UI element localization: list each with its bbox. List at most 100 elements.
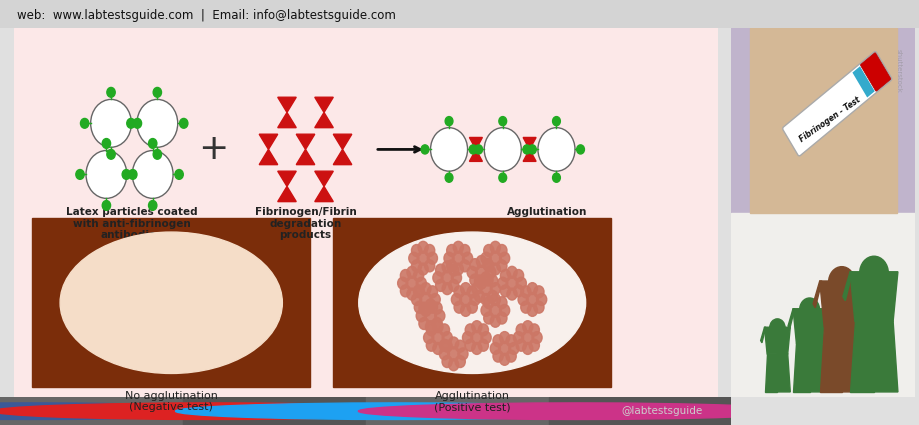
Polygon shape (278, 97, 296, 113)
Circle shape (478, 324, 488, 336)
Circle shape (441, 340, 452, 352)
Circle shape (400, 269, 410, 281)
Circle shape (448, 359, 459, 371)
Bar (183, 397, 366, 425)
Circle shape (489, 303, 501, 317)
Circle shape (411, 244, 421, 256)
Bar (366, 397, 548, 425)
Circle shape (478, 339, 488, 351)
Text: @labtestsguide: @labtestsguide (255, 406, 337, 416)
Circle shape (148, 201, 157, 210)
Circle shape (420, 283, 430, 295)
Polygon shape (777, 354, 789, 392)
Circle shape (496, 244, 506, 256)
Circle shape (496, 297, 506, 309)
Circle shape (533, 301, 543, 313)
Circle shape (0, 403, 431, 419)
Circle shape (538, 128, 574, 171)
Circle shape (513, 269, 523, 281)
Circle shape (435, 264, 445, 276)
Circle shape (406, 266, 416, 278)
Ellipse shape (60, 232, 282, 374)
Circle shape (432, 343, 443, 354)
Circle shape (467, 286, 477, 298)
Circle shape (441, 271, 453, 285)
Circle shape (176, 403, 614, 419)
Polygon shape (842, 272, 852, 301)
Circle shape (447, 260, 457, 272)
Circle shape (419, 292, 431, 306)
Circle shape (460, 304, 471, 316)
Circle shape (415, 310, 425, 322)
Circle shape (465, 339, 475, 351)
Circle shape (470, 259, 480, 271)
Circle shape (516, 277, 526, 289)
Circle shape (828, 266, 854, 298)
Circle shape (442, 283, 452, 295)
Circle shape (439, 324, 449, 336)
Circle shape (799, 298, 819, 321)
Polygon shape (333, 150, 351, 164)
Circle shape (498, 341, 510, 355)
Circle shape (453, 241, 463, 253)
Polygon shape (788, 309, 794, 329)
Circle shape (493, 350, 503, 362)
Circle shape (179, 119, 187, 128)
Circle shape (416, 251, 428, 265)
Polygon shape (314, 171, 333, 187)
FancyBboxPatch shape (782, 51, 891, 156)
Circle shape (506, 266, 516, 278)
Circle shape (531, 332, 541, 343)
Circle shape (470, 294, 480, 306)
Text: +: + (198, 133, 228, 167)
Text: @labtestsguide: @labtestsguide (74, 406, 154, 416)
Circle shape (418, 317, 428, 329)
Circle shape (426, 252, 437, 264)
Circle shape (498, 116, 506, 126)
Circle shape (448, 264, 459, 276)
Polygon shape (314, 187, 333, 201)
Circle shape (153, 150, 162, 159)
Circle shape (424, 309, 437, 323)
Circle shape (148, 139, 157, 148)
Polygon shape (812, 281, 821, 308)
Circle shape (471, 283, 482, 295)
Circle shape (418, 302, 428, 314)
Circle shape (462, 252, 472, 264)
Circle shape (520, 286, 530, 298)
Circle shape (408, 252, 418, 264)
Circle shape (127, 119, 135, 128)
Polygon shape (873, 321, 897, 392)
Circle shape (132, 150, 173, 198)
Circle shape (499, 304, 509, 316)
Circle shape (448, 337, 459, 349)
Circle shape (413, 269, 423, 281)
Circle shape (415, 277, 425, 289)
Polygon shape (764, 354, 777, 392)
Circle shape (497, 277, 507, 289)
Circle shape (500, 269, 510, 281)
Circle shape (417, 263, 427, 275)
Circle shape (500, 285, 510, 297)
Circle shape (483, 312, 494, 324)
Circle shape (397, 277, 407, 289)
Circle shape (522, 343, 532, 354)
Circle shape (431, 331, 444, 345)
Circle shape (0, 403, 248, 419)
Circle shape (469, 145, 476, 154)
Circle shape (482, 259, 493, 271)
Circle shape (536, 294, 546, 306)
Circle shape (528, 339, 539, 351)
Circle shape (526, 292, 538, 306)
Polygon shape (523, 150, 536, 162)
Circle shape (102, 201, 110, 210)
Ellipse shape (358, 232, 585, 374)
Circle shape (175, 170, 183, 179)
Polygon shape (278, 113, 296, 127)
Circle shape (769, 319, 784, 337)
Circle shape (493, 335, 503, 347)
Circle shape (91, 99, 131, 147)
Circle shape (489, 251, 501, 265)
Bar (548, 397, 731, 425)
Circle shape (483, 244, 494, 256)
